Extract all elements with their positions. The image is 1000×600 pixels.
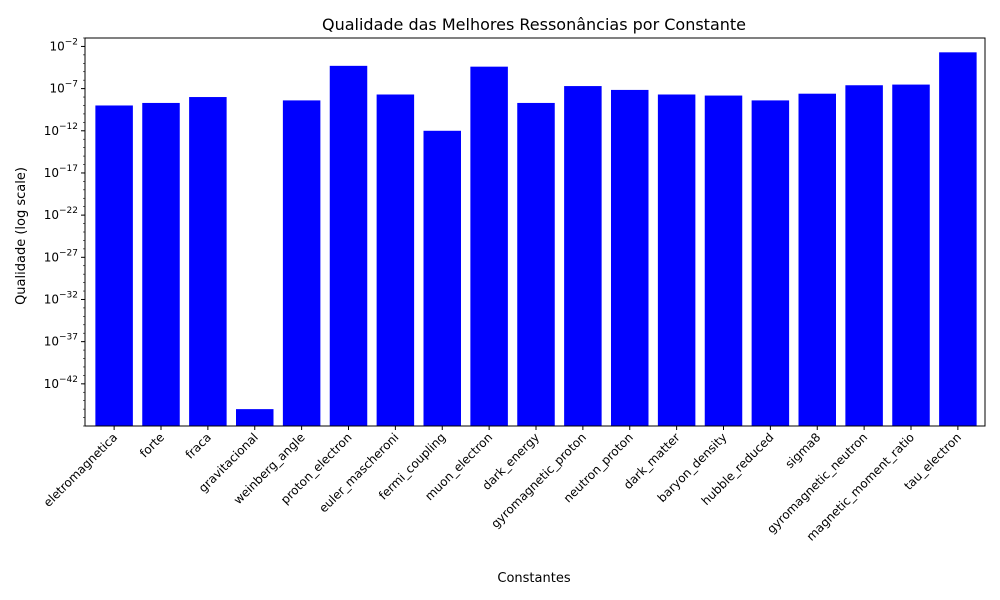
y-tick-label: 10−22 bbox=[44, 206, 78, 222]
y-tick-label: 10−32 bbox=[44, 290, 78, 306]
bar-eletromagnetica bbox=[95, 105, 133, 426]
chart-title: Qualidade das Melhores Ressonâncias por … bbox=[322, 15, 746, 34]
bar-dark_matter bbox=[657, 94, 696, 426]
bar-tau_electron bbox=[939, 52, 977, 426]
bar-forte bbox=[142, 102, 180, 426]
y-axis-label: Qualidade (log scale) bbox=[14, 167, 29, 305]
y-tick-base: 10 bbox=[44, 250, 59, 264]
y-tick-label: 10−37 bbox=[44, 333, 78, 349]
y-tick-exponent: −37 bbox=[59, 333, 78, 343]
bar-neutron_proton bbox=[611, 89, 649, 427]
x-axis-ticks: eletromagnetica forte fracagravitacionalwe… bbox=[41, 426, 964, 544]
y-tick-exponent: −32 bbox=[59, 290, 78, 300]
y-tick-exponent: −22 bbox=[59, 206, 78, 216]
y-tick-base: 10 bbox=[44, 377, 59, 391]
bar-magnetic_moment_ratio bbox=[892, 84, 930, 426]
bar-gyromagnetic_proton bbox=[564, 86, 602, 426]
y-tick-label: 10−17 bbox=[44, 164, 78, 180]
y-tick-exponent: −42 bbox=[59, 375, 78, 385]
y-tick-label: 10−7 bbox=[49, 80, 78, 96]
y-tick-base: 10 bbox=[49, 82, 64, 96]
y-tick-label: 10−27 bbox=[44, 248, 78, 264]
bar-gravitacional bbox=[236, 409, 274, 426]
y-tick-base: 10 bbox=[44, 166, 59, 180]
bar-dark_energy bbox=[517, 102, 555, 426]
bars-group bbox=[95, 52, 977, 427]
y-tick-base: 10 bbox=[44, 124, 59, 138]
x-axis-label: Constantes bbox=[497, 571, 570, 586]
y-tick-label: 10−2 bbox=[49, 37, 78, 53]
y-tick-base: 10 bbox=[44, 335, 59, 349]
x-tick-label: gyromagnetic_proton bbox=[488, 430, 589, 531]
y-tick-label: 10−12 bbox=[44, 122, 78, 138]
y-tick-exponent: −12 bbox=[59, 122, 78, 132]
y-tick-base: 10 bbox=[49, 39, 64, 53]
x-tick-label: forte bbox=[137, 430, 167, 460]
bar-fermi_coupling bbox=[423, 130, 461, 427]
bar-weinberg_angle bbox=[282, 100, 321, 426]
bar-muon_electron bbox=[470, 66, 508, 426]
y-tick-exponent: −17 bbox=[59, 164, 78, 174]
y-tick-base: 10 bbox=[44, 208, 59, 222]
bar-gyromagnetic_neutron bbox=[845, 85, 883, 426]
bar-baryon_density bbox=[704, 95, 743, 426]
y-tick-label: 10−42 bbox=[44, 375, 78, 391]
y-tick-exponent: −2 bbox=[65, 37, 78, 47]
bar-euler_mascheroni bbox=[376, 94, 415, 426]
x-tick-label: eletromagnetica bbox=[41, 430, 121, 510]
y-tick-exponent: −7 bbox=[65, 80, 78, 90]
x-tick-label: sigma8 bbox=[782, 430, 823, 471]
bar-hubble_reduced bbox=[751, 100, 790, 426]
bar-sigma8 bbox=[798, 93, 836, 426]
y-tick-base: 10 bbox=[44, 292, 59, 306]
x-tick-label: euler_mascheroni bbox=[316, 430, 401, 515]
bar-proton_electron bbox=[329, 65, 368, 426]
x-tick-label: fraca bbox=[183, 430, 214, 461]
y-axis-ticks: 10−210−710−1210−1710−2210−2710−3210−3710… bbox=[44, 37, 85, 427]
bar-fraca bbox=[189, 97, 227, 426]
y-tick-exponent: −27 bbox=[59, 248, 78, 258]
